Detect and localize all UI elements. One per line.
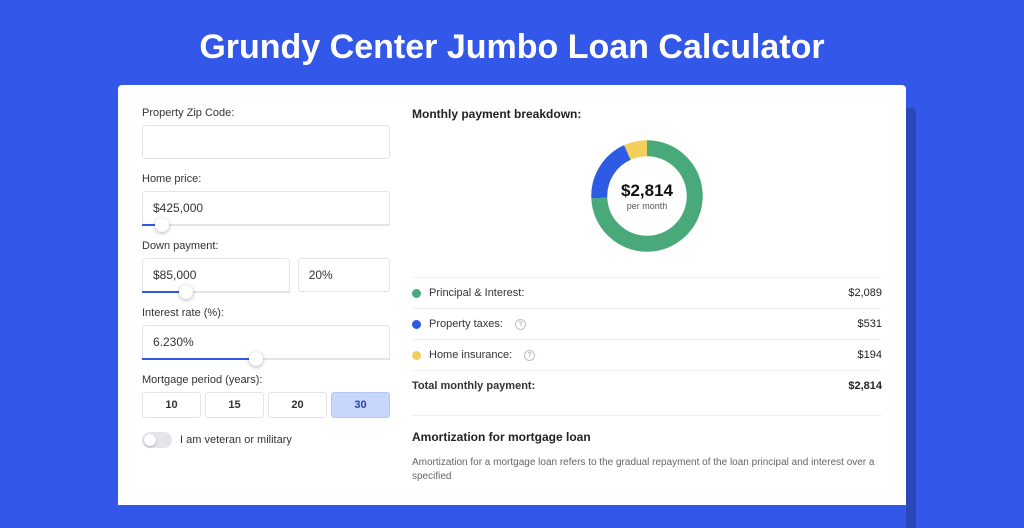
- help-icon[interactable]: ?: [515, 319, 526, 330]
- interest-rate-field: Interest rate (%):: [142, 307, 390, 360]
- legend-value: $194: [858, 349, 882, 361]
- mortgage-period-option-20[interactable]: 20: [268, 392, 327, 418]
- inputs-panel: Property Zip Code: Home price: Down paym…: [142, 107, 390, 483]
- mortgage-period-option-10[interactable]: 10: [142, 392, 201, 418]
- total-value: $2,814: [848, 380, 882, 392]
- down-payment-slider-thumb[interactable]: [179, 285, 193, 299]
- down-payment-input[interactable]: [142, 258, 290, 292]
- veteran-row: I am veteran or military: [142, 432, 390, 448]
- veteran-label: I am veteran or military: [180, 434, 292, 446]
- interest-rate-label: Interest rate (%):: [142, 307, 390, 319]
- donut-sub: per month: [627, 201, 668, 211]
- down-payment-field: Down payment:: [142, 240, 390, 293]
- legend-dot: [412, 289, 421, 298]
- breakdown-title: Monthly payment breakdown:: [412, 107, 882, 121]
- legend-row: Home insurance:? $194: [412, 339, 882, 370]
- mortgage-period-label: Mortgage period (years):: [142, 374, 390, 386]
- home-price-slider[interactable]: [142, 224, 390, 226]
- home-price-label: Home price:: [142, 173, 390, 185]
- amortization-title: Amortization for mortgage loan: [412, 430, 882, 444]
- donut-chart: $2,814 per month: [584, 133, 710, 259]
- legend-row: Property taxes:? $531: [412, 308, 882, 339]
- down-payment-percent-input[interactable]: [298, 258, 390, 292]
- legend-row: Principal & Interest: $2,089: [412, 277, 882, 308]
- page-title: Grundy Center Jumbo Loan Calculator: [0, 0, 1024, 85]
- help-icon[interactable]: ?: [524, 350, 535, 361]
- home-price-slider-thumb[interactable]: [155, 218, 169, 232]
- interest-rate-input[interactable]: [142, 325, 390, 359]
- zip-input[interactable]: [142, 125, 390, 159]
- total-row: Total monthly payment: $2,814: [412, 370, 882, 401]
- down-payment-slider[interactable]: [142, 291, 290, 293]
- legend-value: $2,089: [848, 287, 882, 299]
- home-price-input[interactable]: [142, 191, 390, 225]
- interest-rate-slider-thumb[interactable]: [249, 352, 263, 366]
- mortgage-period-pills: 10152030: [142, 392, 390, 418]
- veteran-toggle[interactable]: [142, 432, 172, 448]
- legend-dot: [412, 351, 421, 360]
- donut-value: $2,814: [621, 181, 673, 201]
- mortgage-period-option-15[interactable]: 15: [205, 392, 264, 418]
- donut-wrap: $2,814 per month: [412, 133, 882, 259]
- interest-rate-slider[interactable]: [142, 358, 390, 360]
- legend-value: $531: [858, 318, 882, 330]
- legend-label: Property taxes:: [429, 318, 503, 330]
- amortization-body: Amortization for a mortgage loan refers …: [412, 456, 882, 484]
- down-payment-label: Down payment:: [142, 240, 390, 252]
- donut-center: $2,814 per month: [584, 133, 710, 259]
- zip-field: Property Zip Code:: [142, 107, 390, 159]
- legend: Principal & Interest: $2,089 Property taxe…: [412, 277, 882, 370]
- home-price-field: Home price:: [142, 173, 390, 226]
- legend-label: Home insurance:: [429, 349, 512, 361]
- interest-rate-slider-fill: [142, 358, 256, 360]
- legend-dot: [412, 320, 421, 329]
- breakdown-panel: Monthly payment breakdown: $2,814 per mo…: [412, 107, 882, 483]
- amortization-section: Amortization for mortgage loan Amortizat…: [412, 415, 882, 484]
- mortgage-period-option-30[interactable]: 30: [331, 392, 390, 418]
- legend-label: Principal & Interest:: [429, 287, 524, 299]
- total-label: Total monthly payment:: [412, 380, 535, 392]
- zip-label: Property Zip Code:: [142, 107, 390, 119]
- veteran-toggle-knob: [144, 434, 156, 446]
- mortgage-period-field: Mortgage period (years): 10152030: [142, 374, 390, 418]
- calculator-card: Property Zip Code: Home price: Down paym…: [118, 85, 906, 505]
